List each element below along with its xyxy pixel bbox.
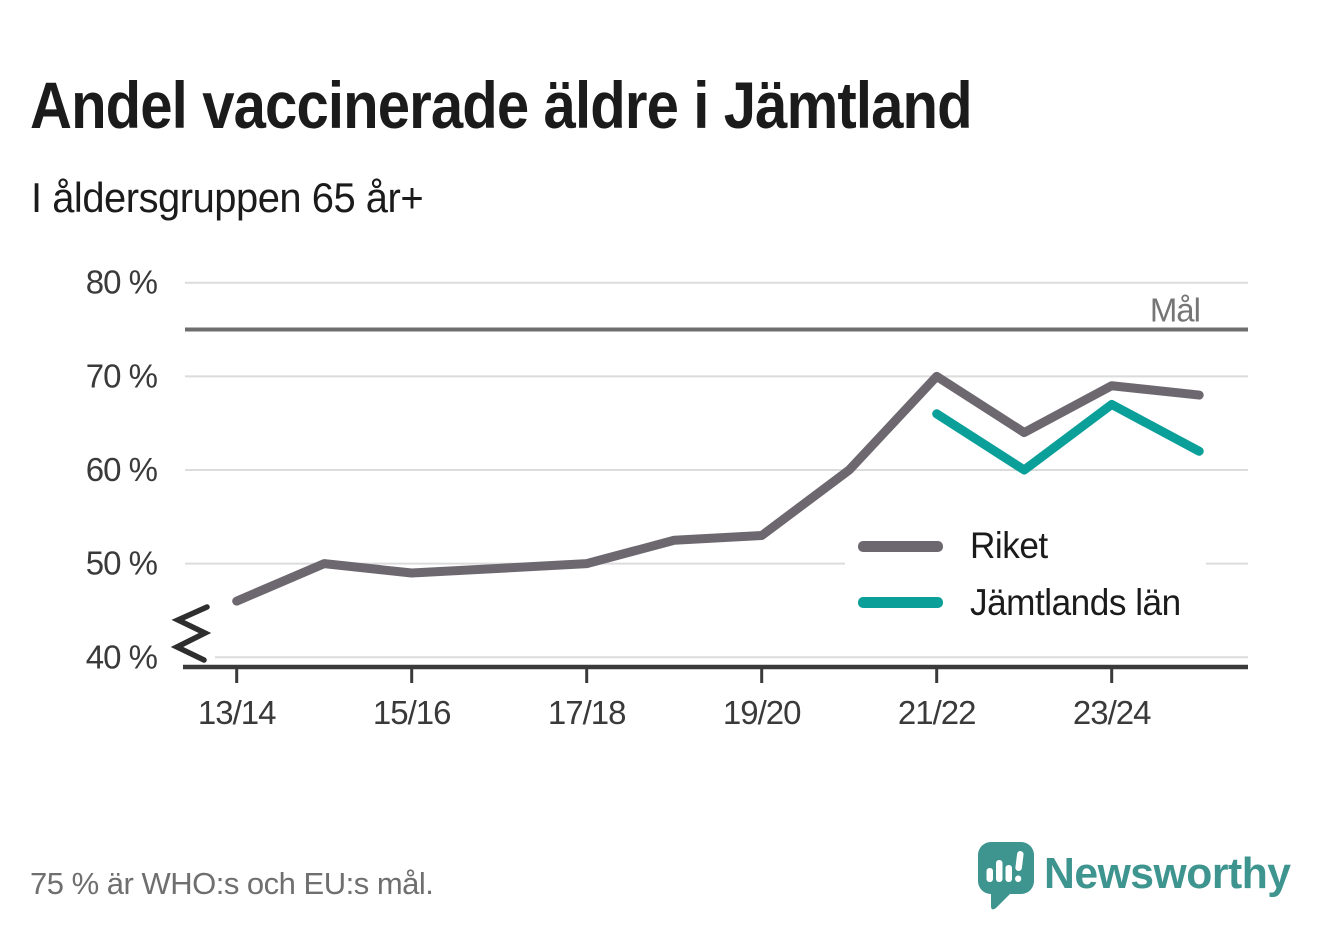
x-tick-label: 15/16: [373, 694, 451, 731]
series-line-j-mtlands-l-n: [932, 399, 1204, 475]
legend-item-riket: Riket: [858, 525, 1192, 568]
footnote: 75 % är WHO:s och EU:s mål.: [30, 866, 434, 901]
y-tick-label: 50 %: [86, 545, 158, 582]
newsworthy-logo-icon: [978, 842, 1034, 910]
chart-subtitle: I åldersgruppen 65 år+: [31, 174, 424, 221]
legend-label-jamtlands-lan: Jämtlands län: [970, 581, 1181, 623]
y-tick-label: 40 %: [86, 638, 158, 675]
legend-label-riket: Riket: [970, 525, 1048, 566]
goal-label: Mål: [1150, 292, 1200, 329]
x-tick-label: 17/18: [548, 694, 626, 731]
x-tick-label: 23/24: [1073, 694, 1151, 731]
chart-title: Andel vaccinerade äldre i Jämtland: [30, 68, 973, 143]
y-tick-label: 70 %: [86, 357, 158, 394]
legend-swatch-riket: [858, 540, 943, 552]
x-tick-label: 13/14: [198, 694, 276, 731]
x-tick-label: 21/22: [898, 694, 976, 731]
legend-item-jamtlands-lan: Jämtlands län: [858, 582, 1192, 625]
y-tick-label: 60 %: [86, 451, 158, 488]
series-line-riket: [232, 371, 1204, 606]
y-axis-break-icon: [170, 604, 212, 663]
legend-swatch-jamtlands-lan: [858, 597, 943, 609]
chart-legend: Riket Jämtlands län: [845, 519, 1206, 635]
newsworthy-logo-text: Newsworthy: [1044, 849, 1291, 898]
newsworthy-logo: Newsworthy: [978, 842, 1298, 912]
x-tick-label: 19/20: [723, 694, 801, 731]
y-tick-label: 80 %: [86, 264, 158, 301]
